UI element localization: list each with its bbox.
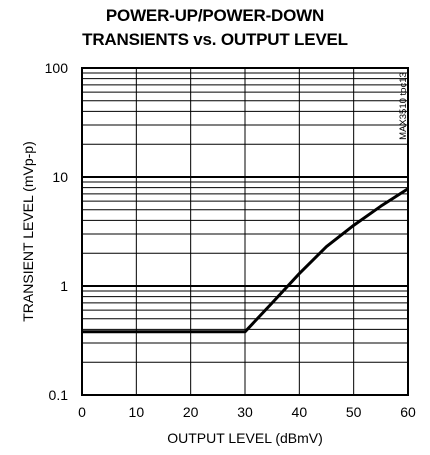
series-layer — [82, 187, 409, 334]
x-tick-labels: 0 10 20 30 40 50 60 — [78, 404, 416, 420]
x-tick-label: 50 — [346, 404, 362, 420]
chart-title-line-2: TRANSIENTS vs. OUTPUT LEVEL — [82, 30, 348, 49]
x-tick-label: 60 — [400, 404, 416, 420]
y-tick-label: 100 — [45, 60, 69, 76]
plot-frame — [81, 67, 409, 396]
chart-title-line-1: POWER-UP/POWER-DOWN — [105, 6, 325, 25]
x-tick-label: 30 — [237, 404, 253, 420]
y-tick-label: 10 — [52, 169, 68, 185]
x-tick-label: 20 — [183, 404, 199, 420]
x-tick-label: 10 — [129, 404, 145, 420]
grid-lines — [82, 68, 408, 395]
x-axis-label: OUTPUT LEVEL (dBmV) — [167, 430, 323, 446]
y-tick-labels: 0.1 1 10 100 — [45, 60, 69, 403]
y-tick-label: 1 — [60, 278, 68, 294]
series-line — [82, 187, 409, 334]
x-tick-label: 0 — [78, 404, 86, 420]
figure-code-label: MAX3510 toc13 — [398, 72, 409, 140]
y-axis-label: TRANSIENT LEVEL (mVp-p) — [20, 141, 36, 322]
y-tick-label: 0.1 — [49, 387, 69, 403]
x-tick-label: 40 — [292, 404, 308, 420]
